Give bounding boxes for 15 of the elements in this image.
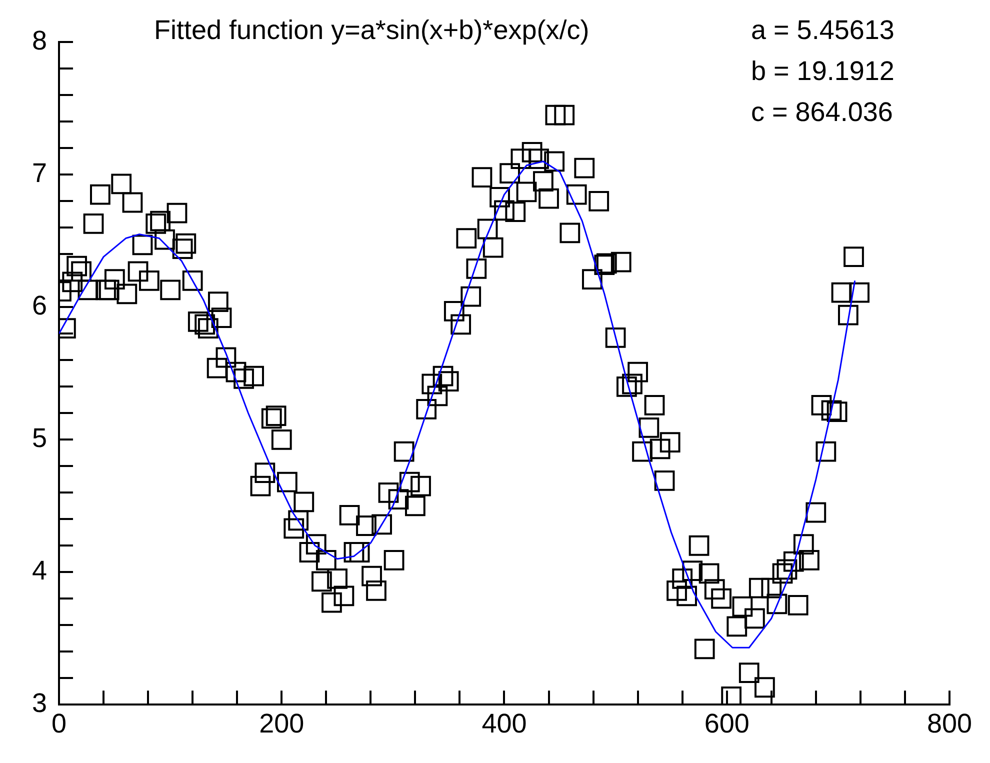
x-tick-label: 800 — [926, 708, 972, 738]
y-tick-label: 7 — [32, 158, 48, 188]
x-tick-label: 600 — [704, 708, 750, 738]
annotation: b = 19.1912 — [751, 56, 894, 86]
y-tick-label: 5 — [32, 423, 48, 454]
y-tick-label: 6 — [32, 290, 48, 321]
x-tick-label: 0 — [52, 708, 67, 738]
x-tick-label: 200 — [259, 708, 304, 738]
x-tick-label: 400 — [482, 708, 527, 738]
annotation: c = 864.036 — [751, 96, 893, 127]
y-tick-label: 3 — [32, 688, 48, 718]
chart-title: Fitted function y=a*sin(x+b)*exp(x/c) — [154, 14, 590, 45]
y-tick-label: 4 — [32, 556, 48, 586]
y-tick-label: 8 — [32, 26, 48, 56]
annotation: a = 5.45613 — [751, 14, 894, 45]
